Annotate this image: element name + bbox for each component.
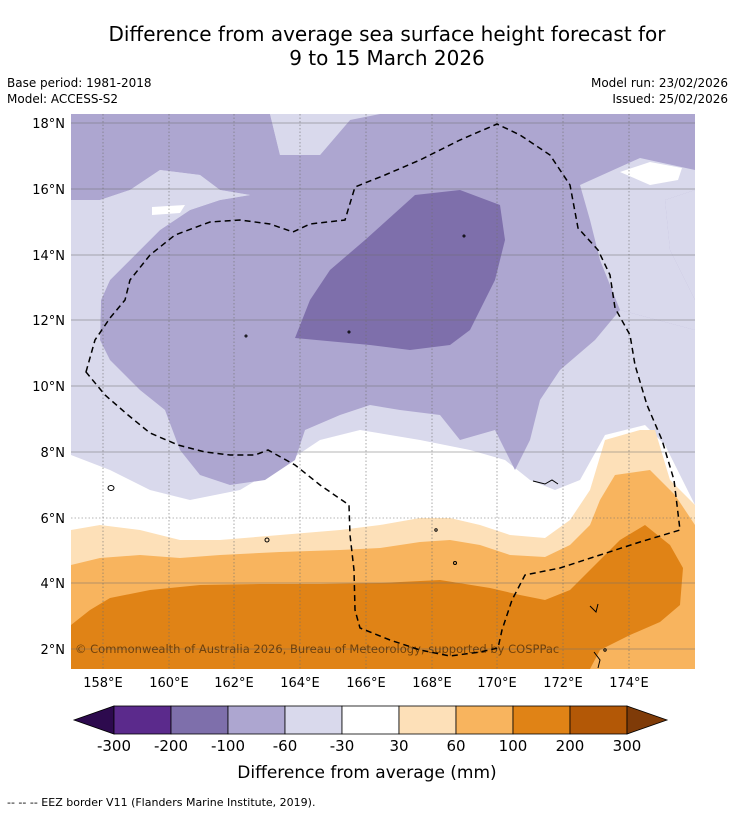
contour-minus-30-patch-2	[580, 158, 695, 330]
lat-label-16: 16°N	[32, 183, 65, 198]
eez-legend: -- -- -- EEZ border V11 (Flanders Marine…	[7, 796, 316, 809]
island-10	[462, 234, 466, 238]
colorbar-tick-label: 30	[389, 737, 408, 755]
latitude-labels: 18°N 16°N 14°N 12°N 10°N 8°N 6°N 4°N 2°N	[32, 117, 65, 658]
island-6	[589, 603, 599, 613]
eez-border	[85, 123, 681, 657]
island-5	[532, 479, 559, 485]
colorbar-tick-label: 300	[613, 737, 642, 755]
island-11	[244, 334, 248, 338]
lon-label-160: 160°E	[149, 676, 189, 691]
colorbar-tick-label: -200	[154, 737, 188, 755]
title-line-2: 9 to 15 March 2026	[289, 46, 485, 70]
longitude-labels: 158°E 160°E 162°E 164°E 166°E 168°E 170°…	[83, 676, 649, 691]
neutral-patch-2	[152, 205, 185, 215]
contour-plus-100	[71, 525, 683, 669]
island-7	[593, 651, 601, 669]
islands	[107, 234, 607, 669]
colorbar-segment	[113, 705, 172, 735]
colorbar-tick-label: -100	[211, 737, 245, 755]
colorbar-segment	[170, 705, 229, 735]
colorbar-ticks: -300 -200 -100 -60 -30 30 60 100 200 300	[97, 737, 641, 755]
issued-date: Issued: 25/02/2026	[612, 92, 728, 106]
colorbar-segment	[341, 705, 400, 735]
lat-label-12: 12°N	[32, 314, 65, 329]
colorbar-segment	[284, 705, 343, 735]
lat-label-18: 18°N	[32, 117, 65, 132]
parallels	[71, 122, 695, 650]
contour-minus-30-patch-1	[71, 170, 250, 345]
lon-label-174: 174°E	[609, 676, 649, 691]
map-contours: © Commonwealth of Australia 2026, Bureau…	[71, 114, 695, 669]
colorbar-tick-label: -300	[97, 737, 131, 755]
island-9	[347, 330, 351, 334]
lat-label-6: 6°N	[41, 512, 66, 527]
colorbar-segment	[512, 705, 571, 735]
contour-minus-30-patch-3	[270, 114, 350, 155]
lat-label-10: 10°N	[32, 380, 65, 395]
island-8	[603, 648, 607, 652]
lon-label-170: 170°E	[477, 676, 517, 691]
contour-minus-100	[295, 190, 505, 350]
colorbar-segment	[569, 705, 628, 735]
colorbar-tick-label: 60	[446, 737, 465, 755]
lat-label-2: 2°N	[41, 643, 66, 658]
lon-label-168: 168°E	[412, 676, 452, 691]
island-2	[264, 537, 270, 543]
colorbar-extend-low	[72, 705, 115, 735]
copyright-notice: © Commonwealth of Australia 2026, Bureau…	[75, 642, 559, 656]
lat-label-14: 14°N	[32, 249, 65, 264]
lon-label-172: 172°E	[543, 676, 583, 691]
lat-label-8: 8°N	[41, 446, 66, 461]
colorbar-extend-high	[626, 705, 669, 735]
lat-label-4: 4°N	[41, 577, 66, 592]
colorbar-segment	[227, 705, 286, 735]
lon-label-158: 158°E	[83, 676, 123, 691]
meta-left: Base period: 1981-2018 Model: ACCESS-S2	[7, 75, 152, 107]
colorbar-segment	[455, 705, 514, 735]
lon-label-166: 166°E	[346, 676, 386, 691]
colorbar-tick-label: -30	[330, 737, 355, 755]
model-run: Model run: 23/02/2026	[590, 76, 728, 90]
graticule	[102, 114, 630, 669]
base-period: Base period: 1981-2018	[7, 76, 152, 90]
island-3	[434, 528, 438, 532]
colorbar	[72, 705, 669, 735]
island-1	[107, 485, 115, 491]
lon-label-164: 164°E	[280, 676, 320, 691]
colorbar-tick-label: -60	[273, 737, 298, 755]
map-title: Difference from average sea surface heig…	[0, 22, 736, 70]
colorbar-label: Difference from average (mm)	[237, 763, 496, 783]
colorbar-tick-label: 100	[499, 737, 528, 755]
neutral-patch-1	[620, 162, 682, 185]
model-name: Model: ACCESS-S2	[7, 92, 119, 106]
lon-label-162: 162°E	[214, 676, 254, 691]
colorbar-segment	[398, 705, 457, 735]
island-4	[453, 561, 457, 565]
meta-right: Model run: 23/02/2026 Issued: 25/02/2026	[591, 75, 728, 107]
colorbar-tick-label: 200	[556, 737, 585, 755]
title-line-1: Difference from average sea surface heig…	[108, 22, 666, 46]
